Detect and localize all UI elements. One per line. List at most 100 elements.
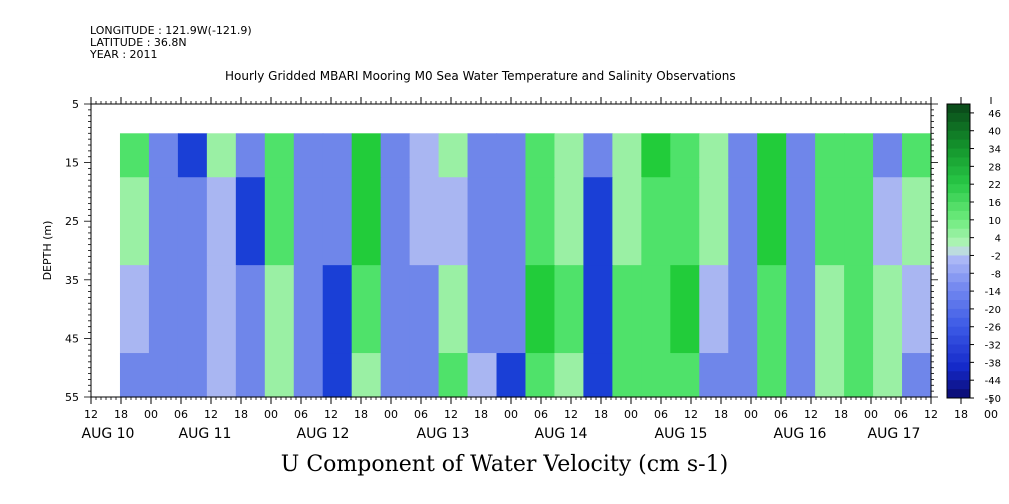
heatmap-cell [322,265,353,354]
x-tick-label: 00 [504,408,518,421]
heatmap-cell [612,133,642,178]
x-tick-label: 12 [564,408,578,421]
heatmap-cell [177,353,208,398]
y-tick-label: 35 [65,274,79,287]
heatmap-cell [293,265,324,354]
heatmap-cell [902,133,932,178]
heatmap-cell [699,353,729,398]
x-tick-label: 12 [684,408,698,421]
heatmap-cell [409,265,440,354]
heatmap-cell [322,177,353,266]
heatmap-cell [467,177,498,266]
heatmap-cell [351,133,382,178]
heatmap-cell [670,133,700,178]
heatmap-cell [670,177,700,266]
latitude-label: LATITUDE : 36.8N [90,36,187,49]
heatmap-cell [264,353,295,398]
heatmap-cell [699,133,729,178]
colorbar-segment [947,335,970,346]
colorbar-segment [947,317,970,328]
colorbar-segment [947,210,970,221]
heatmap-cell [786,177,816,266]
heatmap-cell [467,353,498,398]
heatmap-cell [554,177,585,266]
heatmap-cell [873,177,903,266]
heatmap-cell [844,177,874,266]
heatmap-cell [815,265,845,354]
x-date-label: AUG 12 [297,426,350,442]
heatmap-cell [583,133,613,178]
x-tick-label: 12 [84,408,98,421]
heatmap-cell [728,177,758,266]
heatmap-cell [525,265,556,354]
colorbar-frame [946,103,971,399]
x-date-label: AUG 16 [774,426,827,442]
colorbar-segment [947,193,970,203]
colorbar-tick-label: 10 [988,216,1001,227]
colorbar-segment [947,104,970,114]
heatmap-cell [438,265,469,354]
heatmap-cell [467,265,498,354]
heatmap-cell [670,265,700,354]
x-tick-label: 18 [114,408,128,421]
colorbar-segment [947,166,970,176]
colorbar-segment [947,175,970,185]
x-tick-label: 06 [414,408,428,421]
heatmap-cell [641,177,671,266]
colorbar-segment [947,184,970,194]
y-tick-label: 5 [72,98,79,111]
x-tick-label: 00 [384,408,398,421]
colorbar-tick-label: -32 [985,341,1001,352]
colorbar-segment [947,228,970,239]
x-date-label: AUG 15 [655,426,708,442]
x-date-label: AUG 13 [417,426,470,442]
x-tick-label: 00 [624,408,638,421]
y-tick-label: 55 [65,391,79,404]
colorbar-tick-label: -20 [985,305,1001,316]
colorbar-segment [947,273,970,283]
heatmap-cell [757,353,787,398]
colorbar-segment [947,112,970,123]
colorbar-segment [947,308,970,319]
heatmap-cell [641,133,671,178]
longitude-label: LONGITUDE : 121.9W(-121.9) [90,24,252,37]
x-tick-label: 12 [924,408,938,421]
colorbar: 46 40 34 28 22 16 10 4 -2 -8 -14 -20 -26 -32 -38 -44 -50 [946,103,1001,405]
x-tick-label: 00 [264,408,278,421]
heatmap-cell [206,353,237,398]
x-date-label: AUG 17 [868,426,921,442]
heatmap-cell [525,177,556,266]
heatmap-cell [438,133,469,178]
x-tick-label: 00 [864,408,878,421]
x-tick-label: 18 [354,408,368,421]
heatmap-cell [409,177,440,266]
x-tick-label: 18 [954,408,968,421]
heatmap-cell [235,133,266,178]
heatmap-cell [177,133,208,178]
x-tick-label: 06 [894,408,908,421]
colorbar-segment [947,246,970,256]
heatmap-cell [699,177,729,266]
colorbar-segment [947,371,970,381]
colorbar-tick-label: -8 [991,269,1001,280]
colorbar-tick-label: 46 [988,109,1001,120]
heatmap-cell [496,177,527,266]
heatmap-cell [235,353,266,398]
colorbar-tick-label: 4 [995,234,1001,245]
heatmap-cell [148,265,179,354]
x-tick-label: 18 [474,408,488,421]
heatmap-cell [873,265,903,354]
x-tick-label: 00 [744,408,758,421]
heatmap-cell [119,133,150,178]
x-tick-label: 18 [834,408,848,421]
heatmap-cell [148,353,179,398]
heatmap-cell [293,177,324,266]
x-tick-label: 12 [804,408,818,421]
x-tick-label: 12 [444,408,458,421]
heatmap-cell [641,353,671,398]
heatmap-cell [554,133,585,178]
heatmap-cell [235,265,266,354]
colorbar-segment [947,389,970,399]
heatmap-cell [119,177,150,266]
